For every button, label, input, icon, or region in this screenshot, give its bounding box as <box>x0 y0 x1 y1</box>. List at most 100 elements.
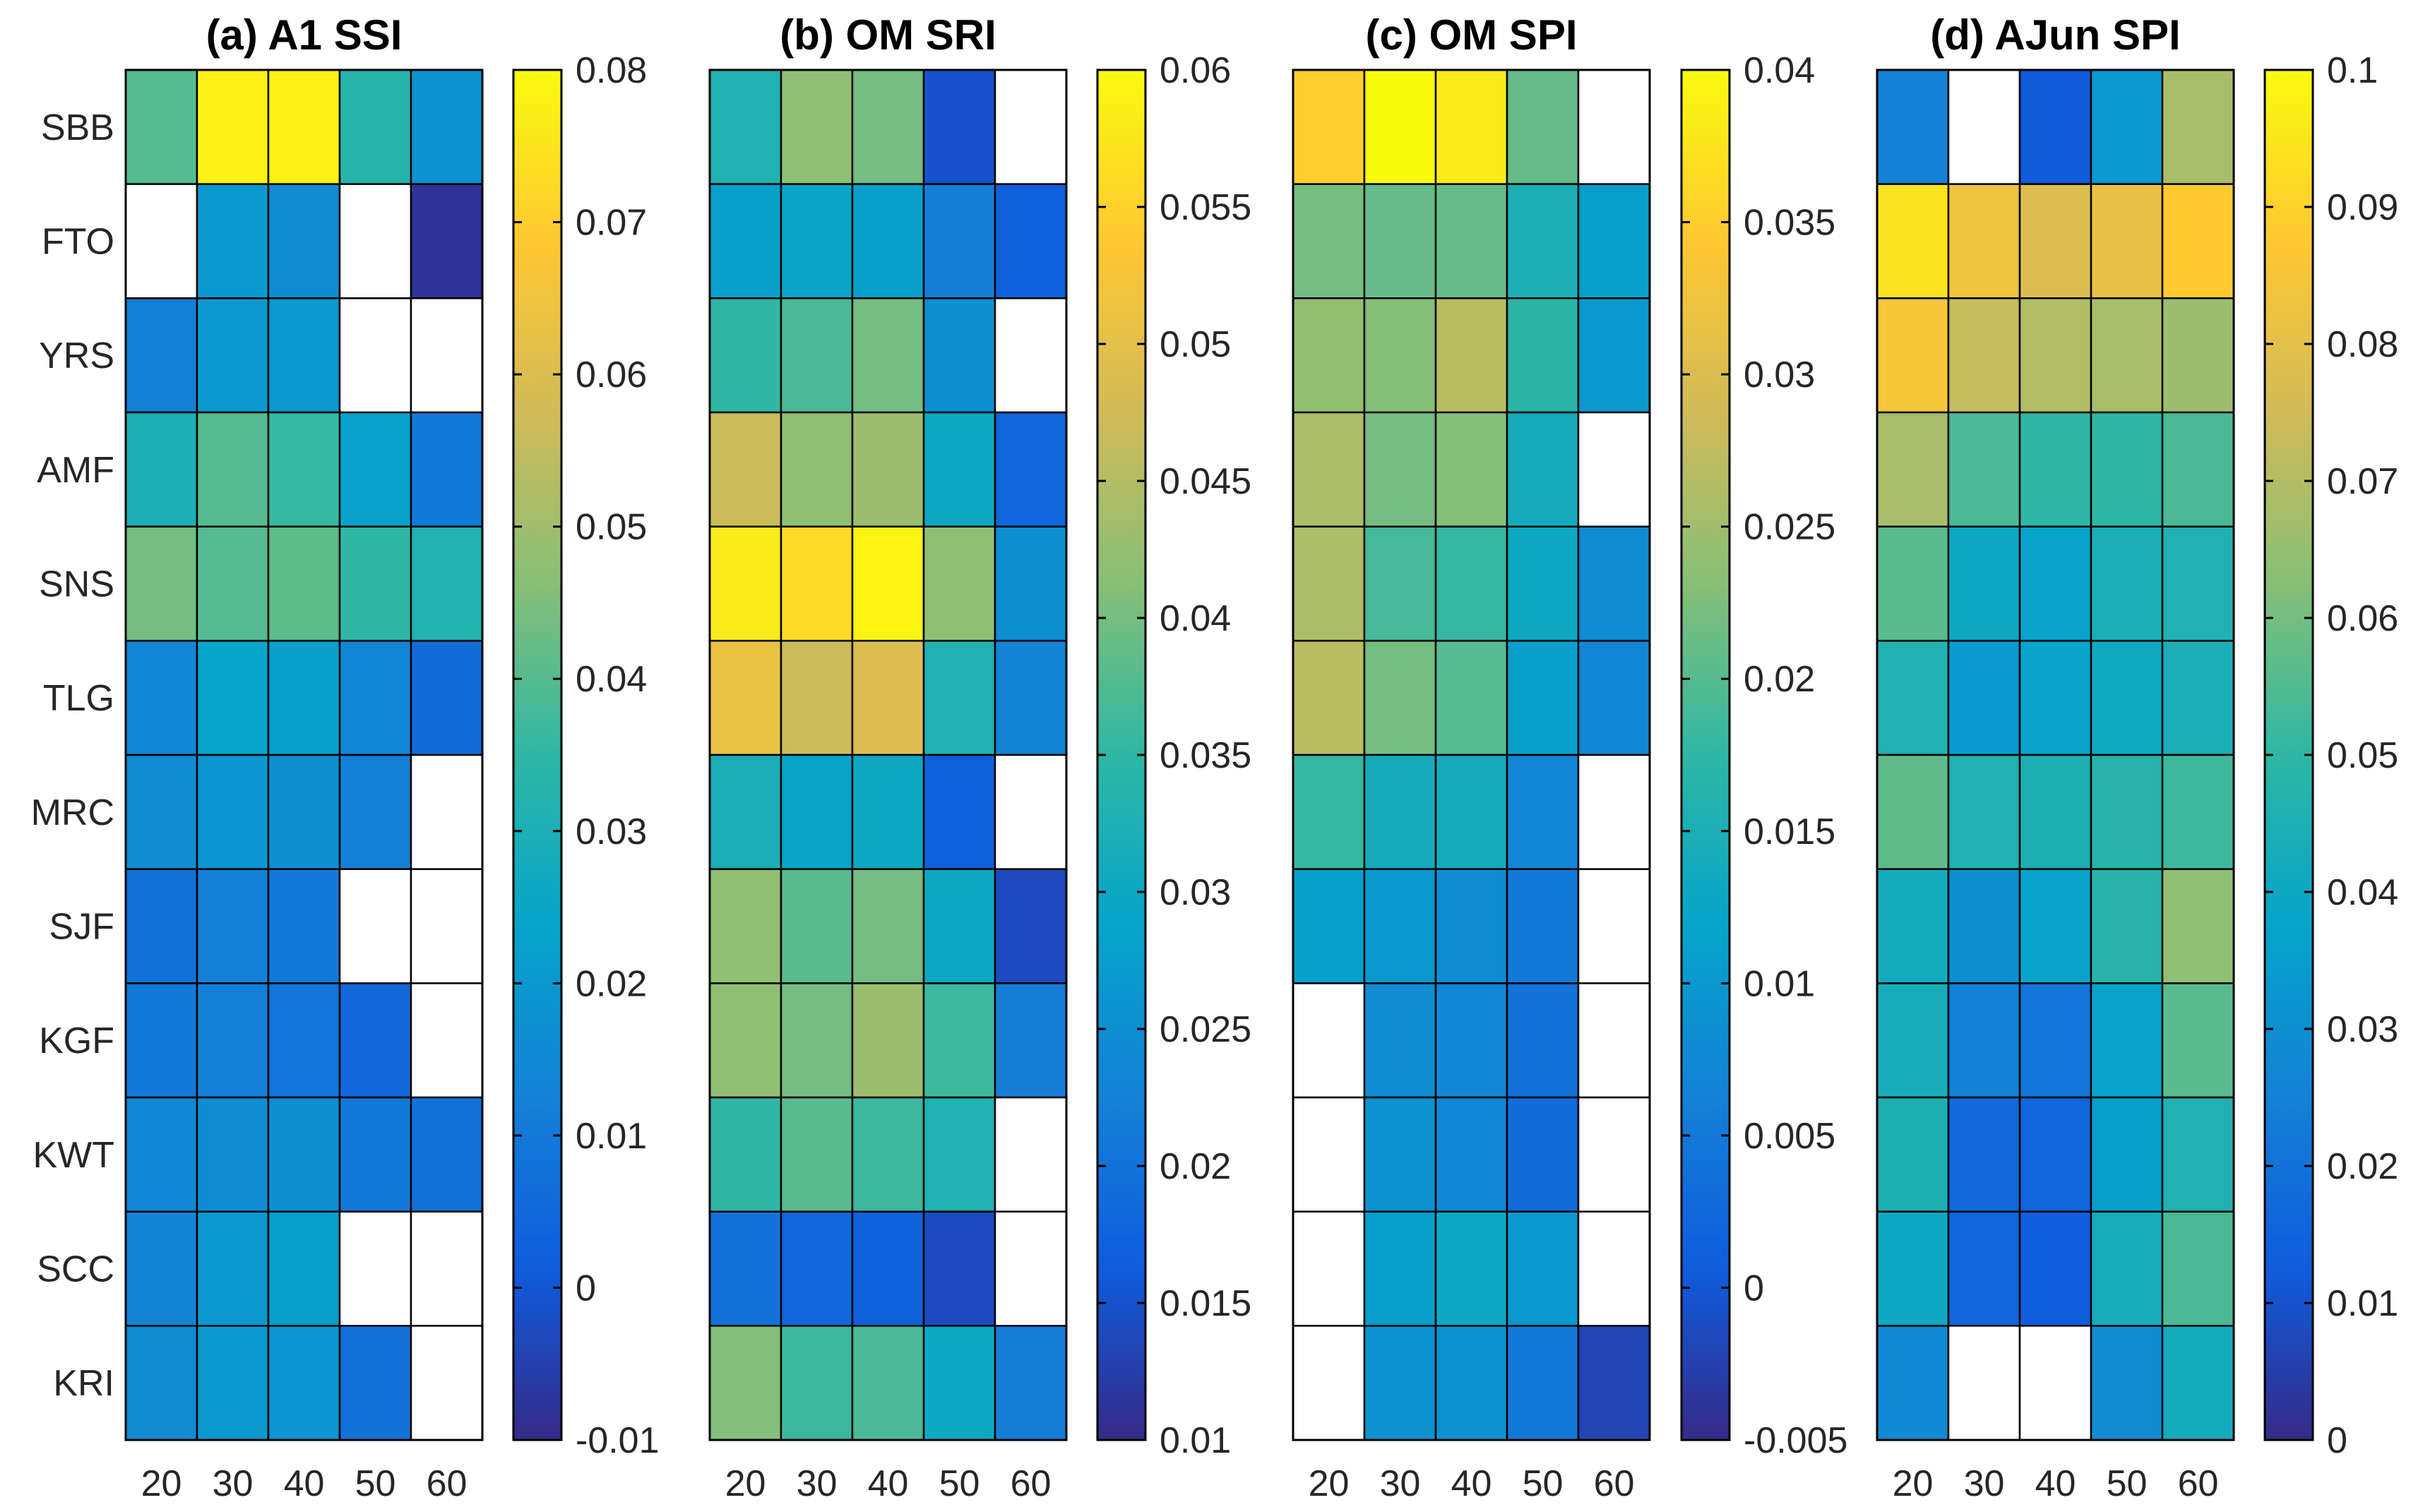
heatmap-cell <box>124 1325 198 1441</box>
heatmap-cell <box>2161 297 2235 414</box>
heatmap-cell <box>1506 297 1580 414</box>
heatmap-cell <box>410 297 484 414</box>
heatmap-cell <box>1434 982 1508 1099</box>
colorbar-tick-label: 0.1 <box>2327 50 2378 91</box>
heatmap-cell <box>780 754 854 870</box>
heatmap-cell <box>1434 69 1508 185</box>
heatmap-cell <box>1947 183 2021 299</box>
heatmap-cell <box>1292 411 1366 528</box>
heatmap-cell <box>851 411 925 528</box>
heatmap-cell <box>994 868 1068 984</box>
heatmap-cell <box>1876 1096 1950 1213</box>
heatmap-cell <box>1292 868 1366 984</box>
heatmap-cell <box>2161 525 2235 642</box>
x-tick-label: 50 <box>939 1463 980 1504</box>
heatmap-cell <box>708 1210 782 1327</box>
heatmap-cell <box>196 1096 270 1213</box>
heatmap-cell <box>780 411 854 528</box>
heatmap-cell <box>1947 525 2021 642</box>
colorbar-tick-label: 0.02 <box>1744 659 1815 700</box>
colorbar-tick-label: 0.01 <box>1160 1420 1231 1461</box>
heatmap-cell <box>780 525 854 642</box>
heatmap-cell <box>1947 754 2021 870</box>
heatmap-cell <box>410 1096 484 1213</box>
heatmap-cell <box>267 1325 341 1441</box>
heatmap-cell <box>2090 1096 2164 1213</box>
heatmap-cell <box>267 297 341 414</box>
heatmap-cell <box>994 982 1068 1099</box>
heatmap-cell <box>267 868 341 984</box>
heatmap-cell <box>922 1210 996 1327</box>
heatmap-cell <box>1506 1325 1580 1441</box>
heatmap-cell <box>410 69 484 185</box>
heatmap-cell <box>1363 1325 1437 1441</box>
colorbar-tick-label: 0.005 <box>1744 1116 1835 1157</box>
heatmap-cell <box>196 183 270 299</box>
heatmap-cell <box>994 1210 1068 1327</box>
heatmap-cell <box>1363 183 1437 299</box>
heatmap-cell <box>338 297 412 414</box>
heatmap-cell <box>994 183 1068 299</box>
colorbar-tick-label: 0.015 <box>1744 811 1835 852</box>
heatmap-cell <box>1506 411 1580 528</box>
colorbar-tick-label: 0.05 <box>576 507 647 548</box>
heatmap-cell <box>2161 982 2235 1099</box>
heatmap-cell <box>780 297 854 414</box>
heatmap-cell <box>2018 69 2092 185</box>
heatmap-cell <box>196 525 270 642</box>
panel-2: (b) OM SRI 20 30 40 50 60 0.01 0.015 0.02 0.025 0.… <box>708 11 1251 1504</box>
heatmap-cell <box>922 69 996 185</box>
heatmap-cell <box>338 183 412 299</box>
heatmap-cell <box>410 183 484 299</box>
heatmap-cell <box>922 868 996 984</box>
heatmap-cell <box>2161 1096 2235 1213</box>
heatmap-cell <box>1292 525 1366 642</box>
heatmap-cell <box>410 754 484 870</box>
heatmap-cell <box>338 69 412 185</box>
heatmap-cell <box>124 183 198 299</box>
heatmap-cell <box>124 1096 198 1213</box>
heatmap-cell <box>1506 69 1580 185</box>
y-tick-label: TLG <box>43 678 114 719</box>
x-tick-label: 50 <box>1523 1463 1564 1504</box>
heatmap-cell <box>1434 1210 1508 1327</box>
colorbar-tick-label: 0.04 <box>576 659 647 700</box>
x-tick-label: 60 <box>1594 1463 1635 1504</box>
x-tick-label: 40 <box>868 1463 909 1504</box>
colorbar-tick-label: 0.05 <box>2327 735 2398 776</box>
colorbar-tick-label: 0.025 <box>1160 1009 1251 1050</box>
heatmap-cell <box>1434 1096 1508 1213</box>
heatmap-cell <box>410 1210 484 1327</box>
colorbar-tick-label: 0.015 <box>1160 1283 1251 1324</box>
heatmap-cell <box>196 868 270 984</box>
y-tick-label: SJF <box>49 907 114 948</box>
heatmap-cell <box>1577 640 1651 756</box>
heatmap-cell <box>267 754 341 870</box>
heatmap-cell <box>1434 525 1508 642</box>
heatmap-cell <box>2161 640 2235 756</box>
heatmap-cell <box>1577 69 1651 185</box>
heatmap-cell <box>922 1096 996 1213</box>
heatmap-cell <box>708 1325 782 1441</box>
heatmap-cell <box>410 525 484 642</box>
x-tick-label: 40 <box>1451 1463 1492 1504</box>
heatmap-cell <box>851 183 925 299</box>
x-tick-label: 20 <box>1893 1463 1934 1504</box>
heatmap-cell <box>1363 297 1437 414</box>
panel-3: (c) OM SPI 20 30 40 50 60 -0.005 0 0.005 0.01 0.01… <box>1292 11 1847 1504</box>
heatmap-cell <box>1577 868 1651 984</box>
heatmap-cell <box>267 982 341 1099</box>
heatmap-cell <box>2161 868 2235 984</box>
heatmap-cell <box>1506 525 1580 642</box>
heatmap-cell <box>1577 297 1651 414</box>
heatmap-cell <box>1876 297 1950 414</box>
heatmap-cell <box>2018 525 2092 642</box>
heatmap-cell <box>1292 982 1366 1099</box>
heatmap-cell <box>994 297 1068 414</box>
colorbar-tick-label: 0 <box>2327 1420 2347 1461</box>
heatmap-cell <box>196 411 270 528</box>
heatmap-cell <box>267 183 341 299</box>
heatmap-cell <box>410 640 484 756</box>
heatmap-cell <box>1434 411 1508 528</box>
